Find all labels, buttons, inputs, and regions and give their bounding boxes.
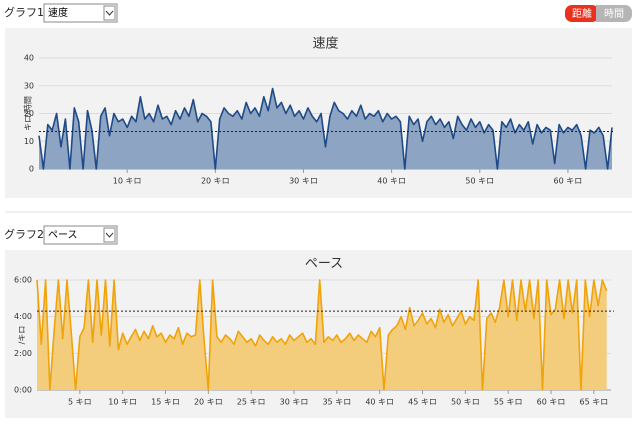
toggle-time-text: 時間 [604, 8, 624, 20]
graph2-label: グラフ2: [4, 227, 48, 241]
y-tick-label: 4:00 [14, 312, 32, 321]
y-axis-label: /キロ [18, 326, 27, 345]
x-tick-label: 5 キロ [68, 398, 92, 407]
x-tick-label: 20 キロ [194, 398, 223, 407]
y-tick-label: 0 [29, 165, 34, 174]
chart-title: ペース [305, 257, 343, 272]
area [37, 280, 607, 390]
toggle-distance-text: 距離 [572, 7, 592, 20]
graph1-select-text: 速度 [48, 6, 68, 19]
dropdown-arrow [105, 10, 114, 16]
x-tick-label: 40 キロ [377, 177, 406, 186]
x-tick-label: 35 キロ [322, 398, 351, 407]
x-tick-label: 10 キロ [113, 177, 142, 186]
x-tick-label: 10 キロ [108, 398, 137, 407]
x-tick-label: 55 キロ [494, 398, 523, 407]
dropdown-arrow-box [103, 227, 116, 243]
x-tick-label: 50 キロ [465, 177, 494, 186]
x-tick-label: 60 キロ [537, 398, 566, 407]
x-tick-label: 40 キロ [365, 398, 394, 407]
y-tick-label: 20 [24, 109, 34, 118]
x-tick-label: 30 キロ [280, 398, 309, 407]
toggle-distance[interactable] [565, 5, 599, 22]
graph2-select-text: ペース [48, 230, 78, 241]
dropdown-arrow [105, 232, 114, 238]
x-tick-label: 15 キロ [151, 398, 180, 407]
toggle-join [596, 5, 604, 22]
x-tick-label: 65 キロ [579, 398, 608, 407]
x-tick-label: 25 キロ [237, 398, 266, 407]
graph1-label: グラフ1: [4, 5, 48, 19]
line [38, 87, 613, 170]
x-tick-label: 20 キロ [201, 177, 230, 186]
graph2-select[interactable] [43, 225, 118, 245]
dropdown-arrow-box [103, 5, 116, 21]
y-tick-label: 2:00 [14, 349, 32, 358]
chart-title: 速度 [312, 36, 338, 52]
x-tick-label: 60 キロ [554, 177, 583, 186]
toggle-time[interactable] [596, 5, 632, 22]
y-tick-label: 10 [24, 137, 34, 146]
x-tick-label: 50 キロ [451, 398, 480, 407]
y-axis-label: キロ/時間 [24, 96, 33, 131]
y-tick-label: 30 [24, 81, 34, 90]
x-tick-label: 45 キロ [408, 398, 437, 407]
graph1-select[interactable] [43, 3, 118, 23]
area [39, 88, 612, 169]
y-tick-label: 0:00 [14, 386, 32, 395]
y-tick-label: 6:00 [14, 276, 32, 285]
y-tick-label: 40 [24, 54, 34, 63]
x-tick-label: 30 キロ [289, 177, 318, 186]
